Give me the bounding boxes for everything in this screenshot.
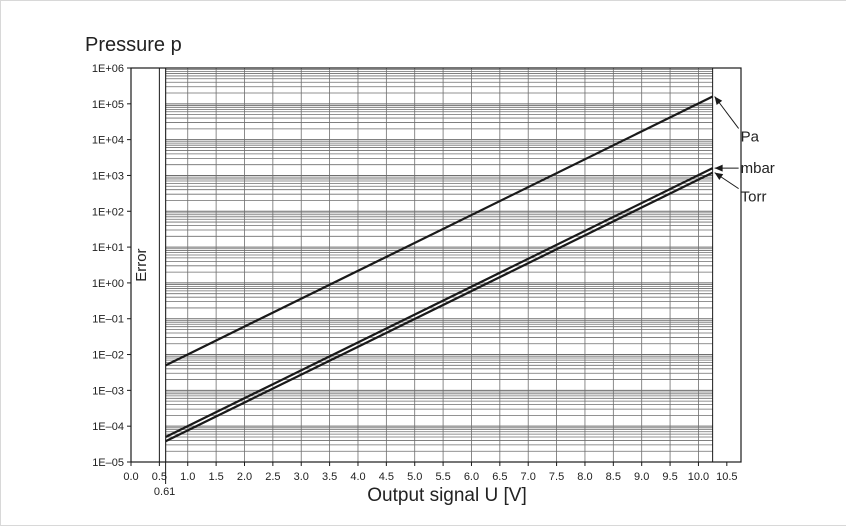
series-label-pa: Pa (741, 129, 760, 146)
series-pointer-arrowhead (714, 164, 723, 172)
x-tick-label: 8.5 (606, 471, 621, 483)
y-tick-label: 1E+03 (92, 170, 124, 182)
series-pointer-arrowhead (714, 172, 724, 180)
x-tick-label: 0.0 (123, 471, 138, 483)
x-tick-label: 4.0 (350, 471, 365, 483)
x-tick-label: 2.0 (237, 471, 252, 483)
series-pointer-arrowhead (714, 96, 723, 106)
x-axis-label: Output signal U [V] (367, 485, 526, 506)
y-tick-label: 1E+01 (92, 242, 124, 254)
x-tick-label: 10.5 (716, 471, 737, 483)
grid-lines (165, 68, 713, 463)
x-tick-label: 6.5 (492, 471, 507, 483)
y-tick-label: 1E–05 (92, 457, 124, 469)
x-tick-label: 4.5 (379, 471, 394, 483)
x-tick-label: 1.0 (180, 471, 195, 483)
x-tick-label: 9.5 (662, 471, 677, 483)
x-tick-label: 10.0 (688, 471, 709, 483)
x-tick-label: 7.0 (521, 471, 536, 483)
series-line-mbar (165, 167, 714, 438)
error-region (158, 67, 167, 463)
y-tick-label: 1E–04 (92, 421, 124, 433)
y-tick-label: 1E+05 (92, 99, 124, 111)
x-tick-label: 5.5 (435, 471, 450, 483)
y-tick-label: 1E+00 (92, 278, 124, 290)
x-tick-label: 8.0 (577, 471, 592, 483)
x-extra-tick-label: 0.61 (154, 486, 175, 498)
y-tick-label: 1E–02 (92, 350, 124, 362)
x-tick-label: 0.5 (152, 471, 167, 483)
chart-title: Pressure p (85, 34, 182, 56)
x-tick-label: 5.0 (407, 471, 422, 483)
x-tick-label: 1.5 (208, 471, 223, 483)
x-tick-label: 2.5 (265, 471, 280, 483)
series-line-torr (165, 171, 714, 443)
plot-frame (130, 67, 742, 463)
x-tick-label: 7.5 (549, 471, 564, 483)
x-tick-label: 3.0 (294, 471, 309, 483)
series-label-torr: Torr (741, 189, 767, 206)
y-tick-label: 1E–03 (92, 385, 124, 397)
x-tick-label: 6.0 (464, 471, 479, 483)
series-line-pa (165, 95, 714, 367)
y-tick-label: 1E+04 (92, 135, 124, 147)
x-tick-label: 3.5 (322, 471, 337, 483)
y-tick-label: 1E–01 (92, 314, 124, 326)
error-region-label: Error (133, 248, 150, 281)
y-tick-label: 1E+06 (92, 63, 124, 75)
y-tick-label: 1E+02 (92, 206, 124, 218)
series-label-mbar: mbar (741, 160, 775, 177)
x-tick-label: 9.0 (634, 471, 649, 483)
